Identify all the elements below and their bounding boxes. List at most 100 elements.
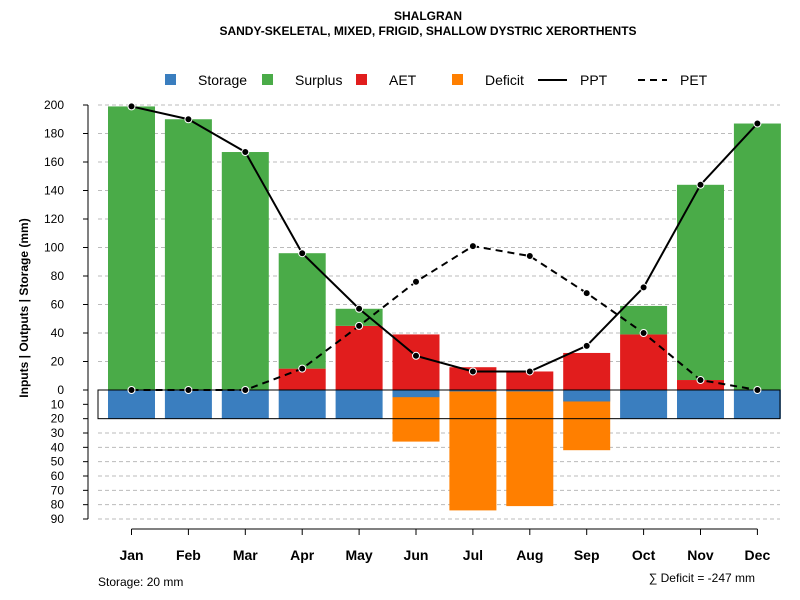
legend-item-deficit: Deficit bbox=[452, 72, 524, 88]
pet-point bbox=[127, 386, 136, 394]
storage-bar-feb bbox=[164, 390, 212, 419]
ppt-line bbox=[131, 105, 759, 373]
x-tick-label-nov: Nov bbox=[687, 547, 714, 563]
y-tick-label: 80 bbox=[51, 498, 65, 512]
pet-line bbox=[131, 245, 758, 391]
legend-item-storage: Storage bbox=[165, 72, 247, 88]
series-lines bbox=[127, 102, 762, 394]
storage-capacity-box bbox=[97, 389, 781, 420]
y-tick-label: 120 bbox=[44, 212, 64, 226]
ppt-point bbox=[127, 102, 136, 111]
y-tick-label: 200 bbox=[44, 98, 64, 112]
legend-label: PET bbox=[680, 72, 708, 88]
x-axis: Jan Feb Mar Apr May Jun Jul Aug Sep Oct Nov Dec bbox=[119, 528, 771, 563]
pet-point bbox=[639, 329, 648, 337]
y-axis: 0204060801001201401601802001020304050607… bbox=[44, 98, 89, 526]
y-tick-label: 90 bbox=[51, 512, 65, 526]
ppt-point bbox=[412, 351, 420, 360]
surplus-bar-may bbox=[335, 308, 383, 326]
y-tick-label: 70 bbox=[51, 483, 65, 497]
legend-label: AET bbox=[389, 72, 417, 88]
y-tick-label: 140 bbox=[44, 184, 64, 198]
legend-swatch bbox=[452, 74, 463, 85]
y-tick-label: 60 bbox=[51, 469, 65, 483]
legend-label: Surplus bbox=[295, 72, 342, 88]
storage-bar-jul bbox=[449, 390, 497, 392]
y-axis-label: Inputs | Outputs | Storage (mm) bbox=[17, 218, 31, 397]
legend-label: Deficit bbox=[485, 72, 524, 88]
storage-bar-nov bbox=[677, 390, 724, 419]
deficit-bar-aug bbox=[506, 390, 554, 507]
x-tick-label-feb: Feb bbox=[176, 547, 201, 563]
ppt-point bbox=[753, 119, 762, 128]
legend: Storage Surplus AET Deficit PPT PET bbox=[165, 72, 708, 88]
y-tick-label: 50 bbox=[51, 455, 65, 469]
y-tick-label: 40 bbox=[51, 440, 65, 454]
pet-point bbox=[355, 321, 364, 330]
x-tick-label-sep: Sep bbox=[574, 547, 600, 563]
x-tick-label-jan: Jan bbox=[119, 547, 143, 563]
legend-label: PPT bbox=[580, 72, 608, 88]
aet-bar-sep bbox=[563, 352, 611, 390]
aet-bar-jul bbox=[449, 367, 497, 390]
bars bbox=[97, 106, 781, 511]
x-tick-label-aug: Aug bbox=[516, 547, 543, 563]
surplus-bar-jan bbox=[108, 106, 155, 391]
y-tick-label: 100 bbox=[44, 241, 64, 255]
y-tick-label: 10 bbox=[51, 397, 65, 411]
y-tick-label: 180 bbox=[44, 127, 64, 141]
storage-bar-dec bbox=[733, 390, 781, 419]
y-tick-label: 30 bbox=[51, 426, 65, 440]
pet-point bbox=[696, 376, 705, 385]
pet-point bbox=[241, 386, 250, 394]
x-tick-label-mar: Mar bbox=[233, 547, 258, 563]
storage-bar-sep bbox=[563, 390, 611, 402]
x-tick-label-oct: Oct bbox=[632, 547, 656, 563]
x-tick-label-jun: Jun bbox=[404, 547, 429, 563]
ppt-point bbox=[525, 367, 534, 376]
storage-note: Storage: 20 mm bbox=[98, 575, 183, 589]
legend-item-pet: PET bbox=[638, 72, 708, 88]
ppt-point bbox=[241, 148, 250, 157]
x-tick-label-may: May bbox=[345, 547, 372, 563]
legend-item-ppt: PPT bbox=[538, 72, 608, 88]
y-tick-label: 20 bbox=[51, 355, 65, 369]
x-tick-label-dec: Dec bbox=[745, 547, 771, 563]
legend-label: Storage bbox=[198, 72, 247, 88]
storage-bar-may bbox=[335, 390, 383, 419]
ppt-point bbox=[468, 367, 477, 376]
ppt-point bbox=[639, 283, 648, 292]
y-tick-label: 80 bbox=[51, 269, 65, 283]
y-tick-label: 160 bbox=[44, 155, 64, 169]
ppt-point bbox=[582, 341, 591, 350]
aet-bar-may bbox=[335, 325, 383, 390]
ppt-point bbox=[298, 249, 307, 258]
y-tick-label: 60 bbox=[51, 298, 65, 312]
aet-bar-nov bbox=[677, 380, 724, 390]
storage-bar-jun bbox=[392, 390, 440, 398]
surplus-bar-dec bbox=[733, 123, 781, 391]
pet-point bbox=[468, 242, 477, 251]
ppt-point bbox=[184, 115, 193, 124]
chart-title: SHALGRAN bbox=[394, 9, 462, 23]
x-tick-label-jul: Jul bbox=[463, 547, 483, 563]
surplus-bar-apr bbox=[278, 253, 326, 369]
storage-bar-apr bbox=[278, 390, 326, 419]
legend-item-surplus: Surplus bbox=[262, 72, 342, 88]
deficit-bar-jul bbox=[449, 390, 497, 511]
deficit-bar-jun bbox=[392, 390, 440, 442]
y-tick-label: 0 bbox=[57, 383, 64, 397]
legend-swatch bbox=[356, 74, 367, 85]
storage-bar-jan bbox=[108, 390, 155, 419]
ppt-point bbox=[696, 180, 705, 189]
legend-swatch bbox=[165, 74, 176, 85]
legend-item-aet: AET bbox=[356, 72, 417, 88]
storage-bar-oct bbox=[620, 390, 668, 419]
pet-point bbox=[184, 386, 193, 394]
surplus-bar-nov bbox=[677, 184, 724, 381]
ppt-point bbox=[355, 304, 364, 313]
legend-swatch bbox=[262, 74, 273, 85]
aet-bar-aug bbox=[506, 371, 554, 390]
pet-point bbox=[412, 277, 420, 286]
